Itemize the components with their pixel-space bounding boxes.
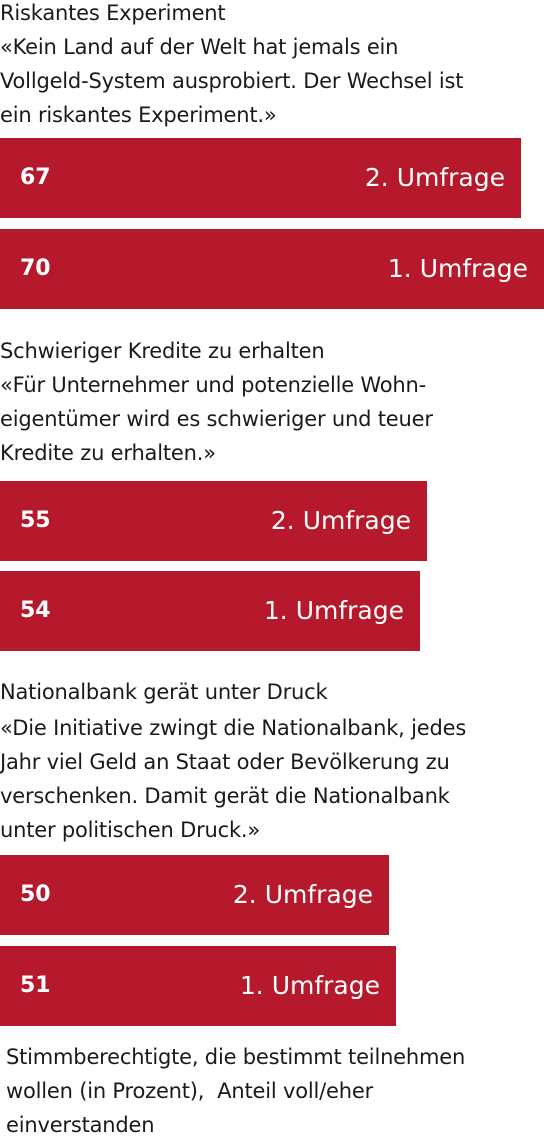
group-title: Schwieriger Kredite zu erhalten [0,339,325,363]
bar-value: 55 [20,508,51,533]
chart-footnote: Stimmberechtigte, die bestimmt teilnehme… [6,1040,544,1142]
bar: 51 1. Umfrage [0,946,396,1026]
bar-value: 51 [20,973,51,998]
bar-label: 1. Umfrage [387,254,528,283]
bar-value: 54 [20,598,51,623]
footnote-line: Stimmberechtigte, die bestimmt teilnehme… [6,1045,466,1069]
footnote-line: wollen (in Prozent), Anteil voll/eher [6,1079,374,1103]
group-quote-line: «Die Initiative zwingt die Nationalbank,… [0,716,467,740]
group-title: Riskantes Experiment [0,1,226,25]
group-title: Nationalbank gerät unter Druck [0,680,328,704]
bar: 70 1. Umfrage [0,229,544,309]
bar-label: 2. Umfrage [270,506,411,535]
bar: 67 2. Umfrage [0,138,521,218]
bar-label: 2. Umfrage [364,163,505,192]
group-quote-line: Vollgeld-System ausprobiert. Der Wechsel… [0,69,464,93]
group-quote-line: unter politischen Druck.» [0,818,261,842]
group-quote-line: ein riskantes Experiment.» [0,103,277,127]
bar-value: 70 [20,256,51,281]
bar: 50 2. Umfrage [0,855,389,935]
bar-value: 67 [20,165,51,190]
bar-label: 1. Umfrage [239,971,380,1000]
footnote-line: einverstanden [6,1113,155,1137]
bar-label: 2. Umfrage [232,880,373,909]
group-quote-line: verschenken. Damit gerät die Nationalban… [0,784,450,808]
group-quote-line: «Für Unternehmer und potenzielle Wohn- [0,373,427,397]
group-quote-line: eigentümer wird es schwieriger und teuer [0,407,433,431]
group-quote-line: «Kein Land auf der Welt hat jemals ein [0,35,399,59]
bar-label: 1. Umfrage [263,596,404,625]
group-quote-line: Jahr viel Geld an Staat oder Bevölkerung… [0,750,450,774]
group-quote-line: Kredite zu erhalten.» [0,441,216,465]
bar: 55 2. Umfrage [0,481,427,561]
bar: 54 1. Umfrage [0,571,420,651]
bar-value: 50 [20,882,51,907]
